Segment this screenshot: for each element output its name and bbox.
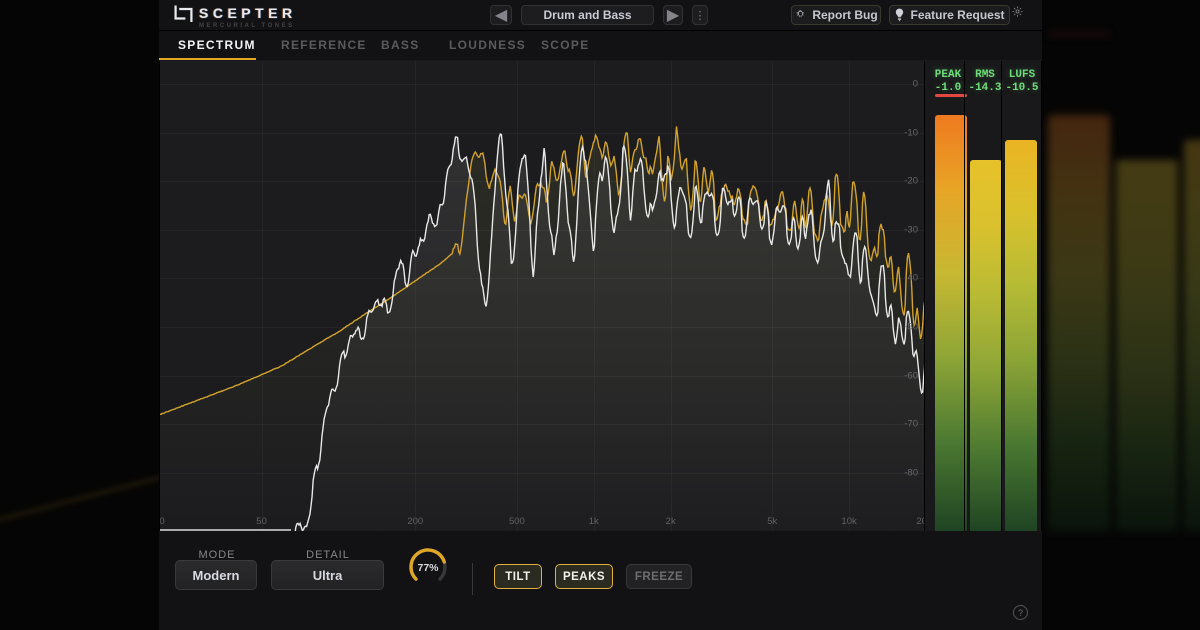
- svg-text:77%: 77%: [417, 562, 439, 574]
